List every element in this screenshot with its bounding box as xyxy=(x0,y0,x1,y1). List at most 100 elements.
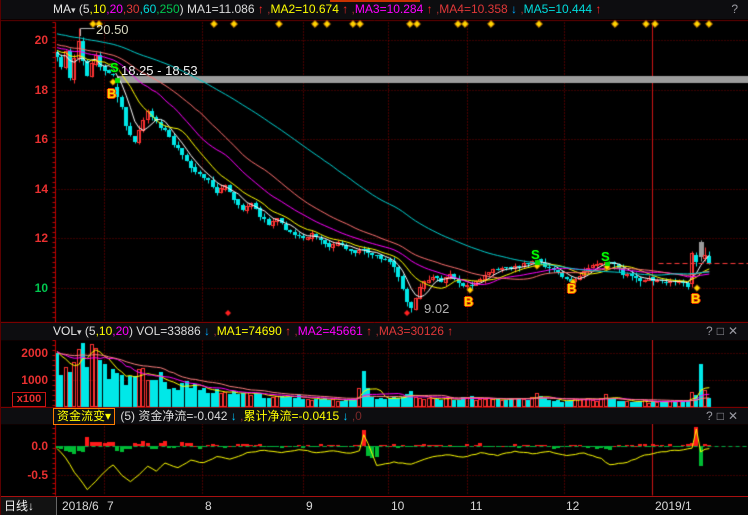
volume-axis-label: 1000 xyxy=(21,373,48,387)
month-label: 10 xyxy=(391,499,405,513)
flow-value: ↓ xyxy=(230,409,237,423)
vol-value: ↑ xyxy=(447,324,454,338)
maximize-icon[interactable]: □ xyxy=(716,409,728,423)
price-axis-label: 10 xyxy=(34,281,48,295)
vol-value: ↑ xyxy=(366,324,373,338)
vol-value: ↓ xyxy=(204,324,211,338)
vol-param: (5 xyxy=(84,324,96,338)
help-icon[interactable]: ? xyxy=(706,324,717,338)
ma-value: , xyxy=(263,2,271,16)
price-axis-label: 18 xyxy=(34,82,48,97)
vol-param: ,20 xyxy=(112,324,129,338)
top-border-accent xyxy=(330,0,420,2)
flow-value: (5) xyxy=(120,409,139,423)
vol-value: MA1=74690 xyxy=(216,324,286,338)
vol-param: ,10 xyxy=(95,324,113,338)
volume-selector-label: VOL xyxy=(53,324,78,338)
flow-value: 累计净流=-0.0415 xyxy=(243,409,343,423)
sell-signal-marker: S xyxy=(531,247,540,262)
flow-indicator-selector[interactable]: 资金流变▾ xyxy=(53,408,116,425)
maximize-icon[interactable]: □ xyxy=(716,324,728,338)
vol-value: ↑ xyxy=(285,324,292,338)
help-icon[interactable]: ? xyxy=(706,409,717,423)
flow-selector-label: 资金流变 xyxy=(57,409,106,423)
chevron-down-icon: ▾ xyxy=(71,5,76,15)
ma-value: MA1=11.086 xyxy=(187,2,258,16)
ma-value: , xyxy=(517,2,524,16)
flow-value: 资金净流=-0.042 xyxy=(138,409,231,423)
price-axis-label: 12 xyxy=(34,231,48,246)
ma-value: MA5=10.444 xyxy=(523,2,596,16)
sell-signal-marker: S xyxy=(601,249,610,264)
price-axis-label: 16 xyxy=(34,132,48,147)
ma-value: , xyxy=(348,2,355,16)
ma-params: (5,10,20,30,60,250) xyxy=(79,2,184,16)
month-label: 7 xyxy=(107,499,114,513)
ma-param: ,30 xyxy=(122,2,140,16)
vol-value: , xyxy=(291,324,298,338)
indicator-selector-label: MA xyxy=(53,2,71,16)
vol-value: , xyxy=(210,324,217,338)
volume-axis-label: 2000 xyxy=(21,346,48,360)
flow-axis-label: -0.5 xyxy=(27,468,48,482)
buy-signal-marker: B xyxy=(464,294,474,309)
ma-value: ↓ xyxy=(511,2,517,16)
ma-value: ↑ xyxy=(342,2,349,16)
ma-param: ,10 xyxy=(89,2,107,16)
flow-value: , xyxy=(236,409,244,423)
help-icon[interactable]: ? xyxy=(731,2,742,16)
sell-signal-marker: S xyxy=(110,60,119,75)
ma-value: MA2=10.674 xyxy=(270,2,343,16)
vol-readouts: VOL=33886 ↓ ,MA1=74690 ↑ ,MA2=45661 ↑ ,M… xyxy=(136,324,453,338)
chevron-down-icon: ▾ xyxy=(105,409,112,423)
window-left-border xyxy=(0,0,1,515)
month-label: 12 xyxy=(566,499,580,513)
vol-value: MA3=30126 xyxy=(378,324,448,338)
ma-value: MA3=10.284 xyxy=(354,2,427,16)
buy-signal-marker: B xyxy=(107,86,117,101)
flow-readouts: (5) 资金净流=-0.042 ↓ ,累计净流=-0.0415 ↓ ,0 xyxy=(120,409,361,423)
indicator-selector[interactable]: MA▾ xyxy=(53,2,76,16)
vol-value: , xyxy=(372,324,379,338)
ma-param: (5 xyxy=(78,2,90,16)
ma-readouts: MA1=11.086 ↑ ,MA2=10.674 ↑ ,MA3=10.284 ↑… xyxy=(187,2,601,16)
volume-indicator-selector[interactable]: VOL▾ xyxy=(53,324,82,338)
ma-value: ↑ xyxy=(257,2,264,16)
ma-value: ↑ xyxy=(595,2,602,16)
month-label: 8 xyxy=(205,499,212,513)
volume-header-icons: ?□✕ xyxy=(706,323,742,340)
ma-value: ↑ xyxy=(426,2,433,16)
main-indicator-header: MA▾ (5,10,20,30,60,250) MA1=11.086 ↑ ,MA… xyxy=(0,0,748,19)
period-label: 日线 xyxy=(4,499,29,513)
arrow-down-icon: ↓ xyxy=(28,499,35,513)
vol-params: (5,10,20) xyxy=(85,324,133,338)
close-icon[interactable]: ✕ xyxy=(727,409,742,423)
vol-value: MA2=45661 xyxy=(297,324,367,338)
flow-header: 资金流变▾ (5) 资金净流=-0.042 ↓ ,累计净流=-0.0415 ↓ … xyxy=(0,408,748,425)
ma-value: MA4=10.358 xyxy=(439,2,511,16)
main-header-icons: ? xyxy=(731,0,742,19)
month-label: 2019/1 xyxy=(655,499,692,513)
gap-range-label: 18.25 - 18.53 xyxy=(121,63,198,78)
ma-value: , xyxy=(432,2,440,16)
chevron-down-icon: ▾ xyxy=(77,327,82,337)
month-label: 2018/6 xyxy=(62,499,99,513)
flow-value: ,0 xyxy=(348,409,362,423)
buy-signal-marker: B xyxy=(567,281,577,296)
flow-header-icons: ?□✕ xyxy=(706,408,742,424)
period-selector[interactable]: 日线↓ xyxy=(0,497,57,515)
close-icon[interactable]: ✕ xyxy=(727,324,742,338)
ma-param: ,60 xyxy=(139,2,157,16)
flow-axis-label: 0.0 xyxy=(31,439,48,453)
buy-signal-marker: B xyxy=(691,291,701,306)
date-axis-bar: 日线↓ 2018/6 7 8 9 10 11 12 2019/1 xyxy=(0,496,748,515)
flow-value: ↓ xyxy=(342,409,349,423)
month-label: 11 xyxy=(470,499,483,513)
high-price-label: 20.50 xyxy=(96,22,129,37)
ma-param: ) xyxy=(179,2,184,16)
volume-header: VOL▾ (5,10,20) VOL=33886 ↓ ,MA1=74690 ↑ … xyxy=(0,323,748,340)
price-axis-label: 20 xyxy=(34,33,48,47)
volume-unit-label: x100 xyxy=(12,392,46,407)
